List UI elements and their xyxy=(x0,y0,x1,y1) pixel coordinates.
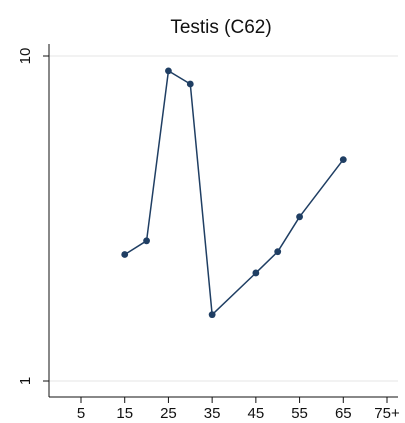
chart-title: Testis (C62) xyxy=(170,17,271,38)
axes xyxy=(48,44,398,398)
x-tick-label-1: 15 xyxy=(116,405,133,422)
x-tick-label-7: 75+ xyxy=(374,405,400,422)
tick-marks: 1 10 5 15 25 35 45 55 65 75+ xyxy=(17,48,400,422)
data-point-0-0 xyxy=(121,251,129,258)
x-tick-label-2: 25 xyxy=(160,405,177,422)
data-point-0-4 xyxy=(208,311,216,319)
y-tick-label-1: 10 xyxy=(17,48,34,65)
y-tick-label-0: 1 xyxy=(17,377,34,385)
data-point-0-7 xyxy=(296,213,303,221)
x-tick-label-0: 5 xyxy=(77,405,85,422)
data-point-0-1 xyxy=(143,237,150,245)
data-point-0-8 xyxy=(339,156,347,163)
data-point-0-6 xyxy=(274,248,282,256)
data-point-0-2 xyxy=(165,67,172,75)
data-point-0-5 xyxy=(252,269,260,277)
data-points xyxy=(121,67,347,319)
x-tick-label-3: 35 xyxy=(204,405,221,422)
series-line-0 xyxy=(124,70,344,316)
x-tick-label-4: 45 xyxy=(248,405,265,422)
data-point-0-3 xyxy=(186,80,194,88)
series-lines xyxy=(124,70,344,316)
x-tick-label-6: 65 xyxy=(335,405,352,422)
x-tick-label-5: 55 xyxy=(291,405,308,422)
gridlines xyxy=(49,55,398,382)
